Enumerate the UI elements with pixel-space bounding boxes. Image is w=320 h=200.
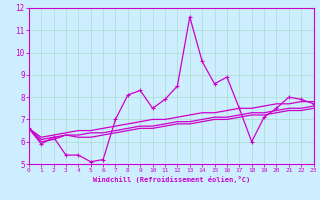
X-axis label: Windchill (Refroidissement éolien,°C): Windchill (Refroidissement éolien,°C) bbox=[92, 176, 250, 183]
